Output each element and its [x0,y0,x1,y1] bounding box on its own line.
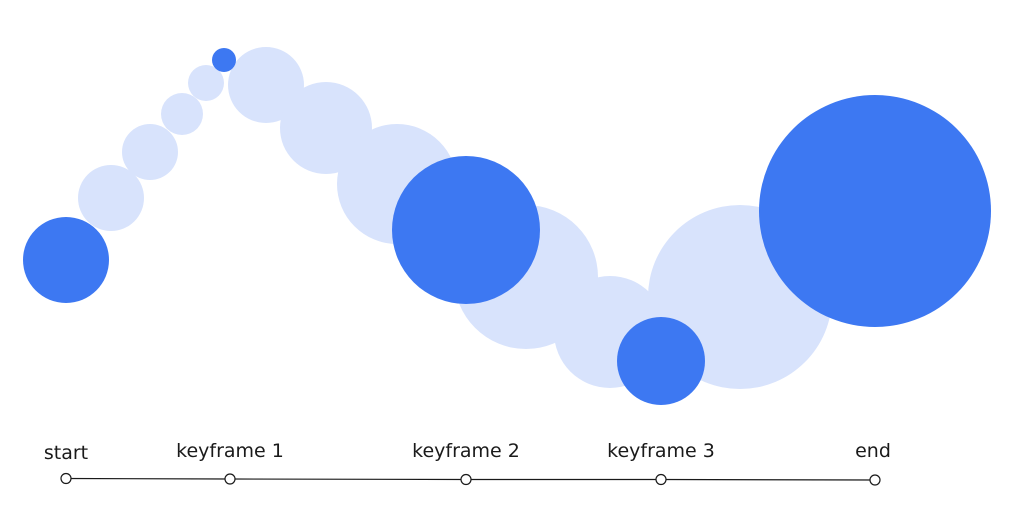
timeline-label-start: start [44,442,88,464]
timeline-marker-keyframe-1 [224,473,236,485]
tween-circle-1 [78,165,144,231]
timeline-marker-keyframe-3 [655,473,667,486]
timeline-marker-start [60,472,72,485]
keyframe-circle-start [23,217,109,303]
timeline-label-end: end [855,440,891,462]
tween-circle-5 [228,47,304,123]
timeline-label-keyframe-3: keyframe 3 [607,440,715,462]
keyframe-circle-end [759,95,991,327]
timeline-marker-end [869,474,881,486]
timeline-segment-2 [229,478,467,481]
keyframe-circle-2 [392,156,540,304]
timeline-segment-1 [65,477,231,480]
timeline-label-keyframe-1: keyframe 1 [176,440,284,462]
keyframe-circle-3 [617,317,705,405]
tween-circle-3 [161,93,203,135]
tween-circle-4 [188,65,224,101]
timeline-marker-keyframe-2 [460,473,472,486]
tween-circle-2 [122,124,178,180]
timeline-segment-4 [660,478,876,481]
keyframe-circles [23,48,991,405]
timeline-label-keyframe-2: keyframe 2 [412,440,520,462]
keyframe-circle-1 [212,48,236,72]
timeline: start keyframe 1 keyframe 2 keyframe 3 e… [44,440,891,486]
